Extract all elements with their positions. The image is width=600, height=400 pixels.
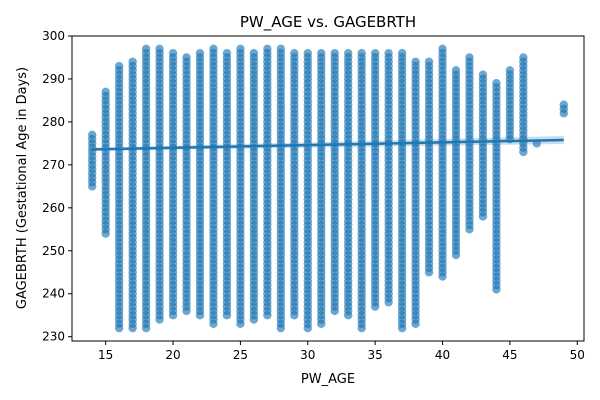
data-point bbox=[141, 44, 151, 54]
x-tick-label: 35 bbox=[368, 348, 383, 362]
data-point bbox=[559, 100, 568, 109]
data-point bbox=[276, 44, 286, 54]
data-point bbox=[88, 130, 97, 140]
y-tick-label: 270 bbox=[42, 158, 65, 172]
y-tick-label: 280 bbox=[42, 115, 65, 129]
x-tick-label: 45 bbox=[502, 348, 517, 362]
data-point bbox=[384, 48, 393, 58]
data-point bbox=[249, 48, 259, 58]
data-point bbox=[344, 48, 353, 58]
x-axis-label: PW_AGE bbox=[301, 372, 355, 387]
data-point bbox=[114, 61, 124, 71]
data-point bbox=[424, 57, 434, 66]
data-point bbox=[128, 57, 137, 66]
data-point bbox=[330, 48, 339, 58]
y-tick-label: 250 bbox=[42, 244, 65, 258]
x-tick-label: 40 bbox=[435, 348, 450, 362]
scatter-points bbox=[88, 44, 568, 333]
data-point bbox=[209, 44, 218, 54]
data-point bbox=[492, 79, 501, 88]
data-point bbox=[519, 53, 528, 62]
y-axis-label: GAGEBRTH (Gestational Age in Days) bbox=[15, 67, 30, 309]
regression-fit-line bbox=[92, 138, 564, 151]
data-point bbox=[317, 48, 326, 58]
regression-line bbox=[92, 135, 564, 151]
data-point bbox=[357, 48, 366, 58]
y-tick-label: 240 bbox=[42, 287, 65, 301]
data-point bbox=[182, 53, 191, 62]
data-point bbox=[101, 87, 110, 97]
plot-area bbox=[71, 35, 585, 342]
data-point bbox=[155, 44, 164, 54]
data-point bbox=[303, 48, 312, 58]
x-tick-label: 25 bbox=[233, 348, 248, 362]
data-point bbox=[465, 53, 474, 62]
data-point bbox=[451, 66, 461, 75]
chart-title: PW_AGE vs. GAGEBRTH bbox=[240, 13, 416, 32]
x-axis-ticks: 15 20 25 30 35 40 45 50 bbox=[98, 341, 585, 362]
data-point bbox=[236, 44, 245, 54]
y-tick-label: 290 bbox=[42, 72, 65, 86]
x-tick-label: 30 bbox=[300, 348, 315, 362]
data-point bbox=[370, 48, 380, 58]
axes-border bbox=[71, 35, 585, 342]
y-axis-ticks: 230 240 250 260 270 280 290 300 bbox=[42, 29, 72, 344]
data-point bbox=[195, 48, 205, 58]
data-point bbox=[438, 44, 447, 54]
data-point bbox=[290, 48, 299, 58]
data-point bbox=[478, 70, 488, 79]
data-point bbox=[263, 44, 272, 54]
data-point bbox=[222, 48, 232, 58]
x-tick-label: 15 bbox=[98, 348, 113, 362]
x-tick-label: 50 bbox=[570, 348, 585, 362]
y-tick-label: 230 bbox=[42, 330, 65, 344]
data-point bbox=[411, 57, 420, 66]
x-tick-label: 20 bbox=[165, 348, 180, 362]
data-point bbox=[505, 66, 515, 75]
y-tick-label: 260 bbox=[42, 201, 65, 215]
data-point bbox=[397, 48, 407, 58]
data-point bbox=[168, 48, 178, 58]
y-tick-label: 300 bbox=[42, 29, 65, 43]
